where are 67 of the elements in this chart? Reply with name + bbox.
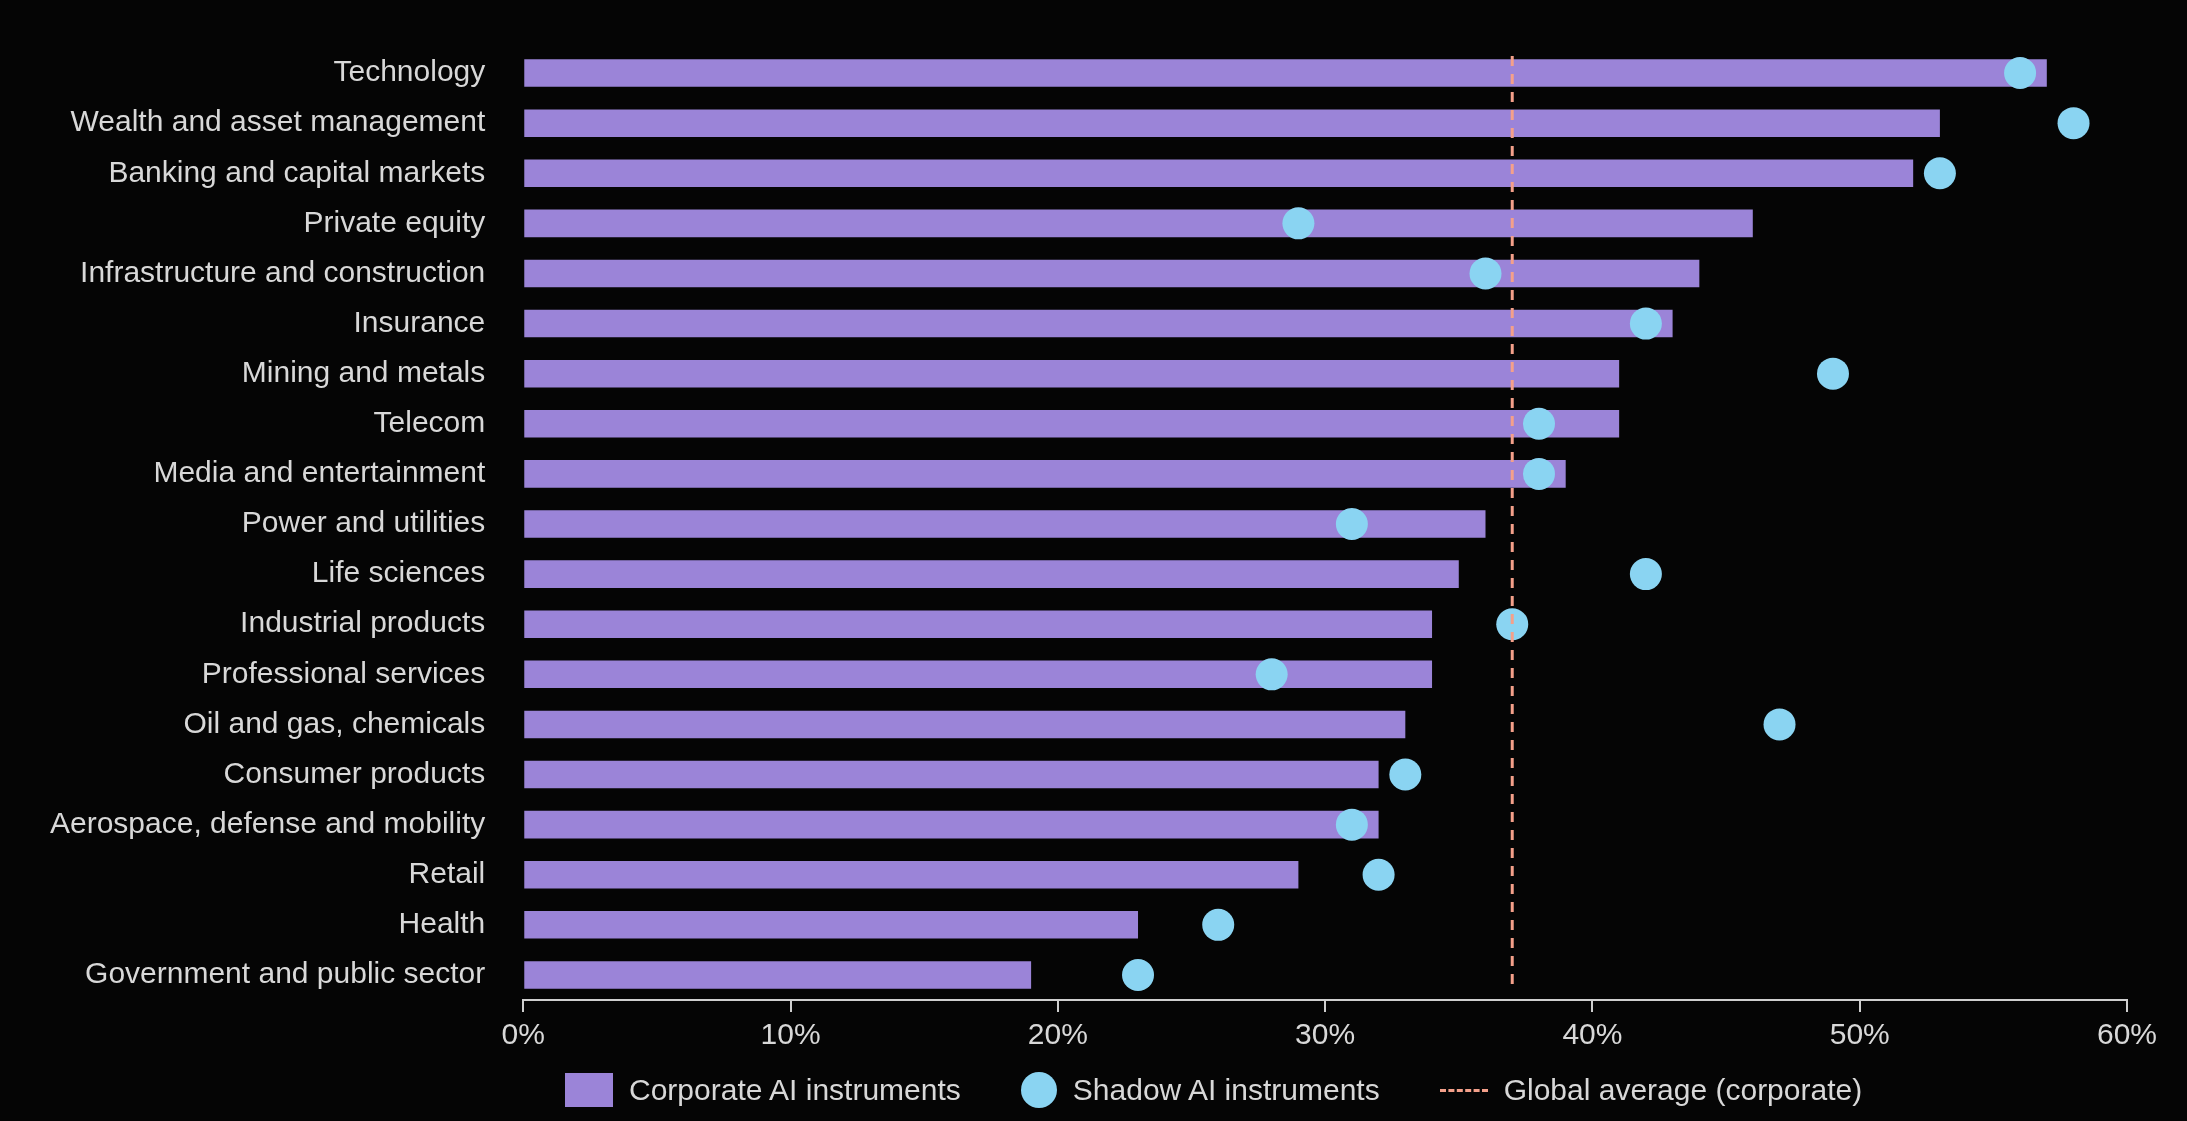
bar (524, 760, 1379, 789)
point (1522, 407, 1555, 440)
y-tick-label: Power and utilities (241, 505, 486, 539)
point (1362, 858, 1395, 891)
legend-label: Corporate AI instruments (629, 1073, 961, 1107)
y-tick-label: Health (398, 906, 486, 940)
bar (524, 610, 1433, 638)
y-tick-label: Private equity (303, 204, 486, 238)
bar (524, 410, 1620, 438)
y-tick-label: Aerospace, defense and mobility (50, 805, 486, 839)
y-tick-label: Professional services (201, 655, 486, 689)
y-tick-label: Retail (408, 856, 486, 889)
x-tick-label: 50% (1829, 1017, 1890, 1051)
bar (524, 961, 1032, 989)
legend-label: Shadow AI instruments (1072, 1073, 1380, 1107)
legend-label: Global average (corporate) (1503, 1073, 1863, 1107)
point (1122, 958, 1155, 991)
bar (524, 710, 1406, 739)
point (1629, 307, 1662, 340)
point (1282, 207, 1315, 240)
y-tick-label: Media and entertainment (153, 455, 486, 489)
bar (524, 309, 1673, 338)
y-tick-label: Life sciences (311, 555, 486, 589)
y-tick-label: Oil and gas, chemicals (183, 705, 486, 739)
bar (524, 810, 1379, 839)
point (1816, 357, 1849, 390)
point (2004, 57, 2037, 90)
x-tick-label: 0% (501, 1017, 545, 1051)
y-tick-label: Insurance (353, 304, 486, 338)
bar (524, 109, 1940, 137)
bar (524, 860, 1299, 889)
point (1629, 558, 1662, 591)
y-tick-label: Government and public sector (85, 956, 486, 990)
x-tick-label: 20% (1027, 1017, 1088, 1051)
x-tick-label: 30% (1295, 1017, 1356, 1051)
bar (524, 259, 1700, 288)
y-tick-label: Industrial products (240, 605, 486, 639)
bar (524, 660, 1433, 689)
point (2057, 107, 2090, 140)
bar (524, 560, 1459, 588)
point (1202, 908, 1235, 941)
bar (524, 911, 1139, 939)
y-tick-label: Telecom (373, 405, 486, 439)
y-tick-label: Technology (333, 54, 486, 88)
bar (524, 159, 1914, 188)
bar (524, 59, 2047, 87)
x-tick-label: 10% (760, 1017, 821, 1051)
x-tick-label: 40% (1562, 1017, 1623, 1051)
x-tick-label: 60% (2096, 1017, 2158, 1051)
y-tick-label: Infrastructure and construction (80, 254, 486, 288)
y-tick-label: Consumer products (223, 755, 486, 789)
bar (524, 460, 1566, 488)
bar (524, 359, 1620, 388)
bar (524, 510, 1486, 538)
point (1496, 608, 1529, 641)
point (1522, 457, 1555, 490)
point (1389, 758, 1422, 791)
y-tick-label: Wealth and asset management (70, 104, 486, 138)
point (1335, 508, 1368, 540)
y-tick-label: Mining and metals (241, 354, 486, 388)
point (1923, 157, 1956, 190)
y-tick-label: Banking and capital markets (108, 154, 486, 188)
point (1335, 808, 1368, 841)
bar (524, 209, 1753, 238)
point (1255, 658, 1288, 691)
point (1469, 257, 1502, 290)
point (1763, 708, 1796, 741)
